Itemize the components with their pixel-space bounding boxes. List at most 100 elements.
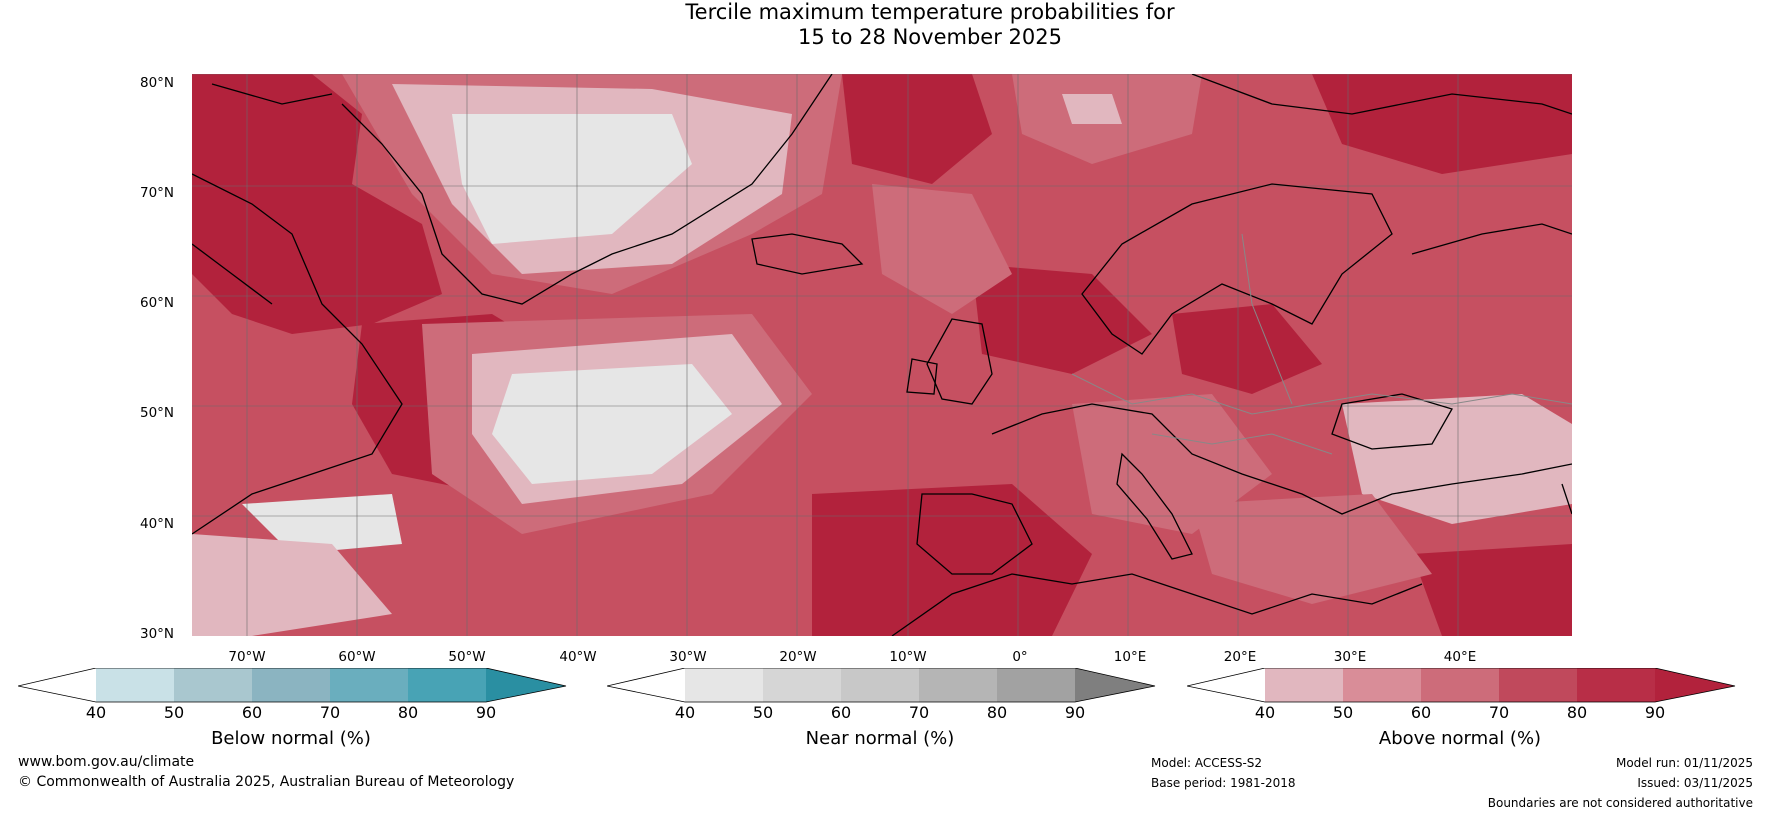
- colorbar-below-normal: [18, 668, 568, 704]
- region-above-60-70: [1072, 394, 1272, 534]
- cbar-near-tick-90: 90: [1064, 703, 1086, 722]
- region-above-60-70: [872, 184, 1012, 314]
- region-near-40-50: [492, 364, 732, 484]
- cbar-swatch: [763, 668, 841, 702]
- cbar-above-tick-50: 50: [1332, 703, 1354, 722]
- region-above-40-50: [1342, 394, 1572, 524]
- issued-text: Issued: 03/11/2025: [1637, 776, 1753, 790]
- lon-label-10w: 10°W: [889, 649, 927, 665]
- cbar-swatch: [18, 668, 96, 702]
- italy-coast: [1116, 452, 1193, 560]
- gridlines: [192, 74, 1572, 636]
- cbar-swatch: [607, 668, 685, 702]
- colorbar-near-normal: [607, 668, 1157, 704]
- cbar-swatch: [1075, 668, 1155, 702]
- cbar-below-tick-40: 40: [85, 703, 107, 722]
- probability-map: [192, 74, 1572, 636]
- lon-label-0: 0°: [1012, 649, 1028, 665]
- lon-label-30e: 30°E: [1333, 649, 1367, 665]
- kola-coast: [1411, 223, 1572, 255]
- lat-label-80n: 80°N: [140, 75, 175, 91]
- cbar-near-label: Near normal (%): [805, 728, 955, 749]
- cbar-below-tick-80: 80: [397, 703, 419, 722]
- lon-label-70w: 70°W: [228, 649, 266, 665]
- model-text: Model: ACCESS-S2: [1151, 756, 1263, 770]
- region-near-40-50: [452, 114, 692, 244]
- region-above-80-90: [812, 484, 1092, 636]
- russia-north-coast: [1191, 74, 1572, 115]
- region-above-40-50: [192, 534, 392, 636]
- lon-label-40e: 40°E: [1443, 649, 1477, 665]
- title-line-2: 15 to 28 November 2025: [798, 25, 1062, 49]
- lat-label-50n: 50°N: [140, 405, 175, 421]
- cbar-above-tick-90: 90: [1644, 703, 1666, 722]
- region-above-80-90: [1312, 74, 1572, 174]
- cbar-near-tick-80: 80: [986, 703, 1008, 722]
- cbar-swatch: [408, 668, 486, 702]
- greenland-coast: [341, 74, 833, 305]
- north-america-coast: [192, 173, 403, 535]
- cbar-near-tick-50: 50: [752, 703, 774, 722]
- model-run-text: Model run: 01/11/2025: [1615, 756, 1753, 770]
- lat-label-40n: 40°N: [140, 516, 175, 532]
- cbar-swatch: [252, 668, 330, 702]
- cbar-above-tick-70: 70: [1488, 703, 1510, 722]
- lon-label-60w: 60°W: [338, 649, 376, 665]
- region-above-80-90: [842, 74, 992, 184]
- cbar-swatch: [1343, 668, 1421, 702]
- africa-coast: [891, 573, 1423, 636]
- map-field: [192, 74, 1572, 636]
- coastlines: [192, 74, 1572, 636]
- region-above-40-50: [1062, 94, 1122, 124]
- labrador-coast: [192, 243, 273, 305]
- chart-title: Tercile maximum temperature probabilitie…: [0, 0, 1770, 50]
- disclaimer-text: Boundaries are not considered authoritat…: [1487, 796, 1753, 810]
- cbar-swatch: [96, 668, 174, 702]
- lon-label-50w: 50°W: [448, 649, 486, 665]
- cbar-below-tick-60: 60: [241, 703, 263, 722]
- cbar-below-tick-70: 70: [319, 703, 341, 722]
- region-above-60-70: [1192, 494, 1432, 604]
- cbar-swatch: [841, 668, 919, 702]
- base-period-text: Base period: 1981-2018: [1151, 776, 1296, 790]
- region-above-40-50: [242, 494, 402, 554]
- cbar-near-tick-60: 60: [830, 703, 852, 722]
- cbar-near-tick-40: 40: [674, 703, 696, 722]
- region-above-80-90: [192, 74, 442, 334]
- region-above-80-90: [972, 264, 1152, 374]
- cbar-below-tick-50: 50: [163, 703, 185, 722]
- cbar-swatch: [1577, 668, 1655, 702]
- cbar-above-tick-80: 80: [1566, 703, 1588, 722]
- cbar-swatch: [174, 668, 252, 702]
- cbar-above-tick-60: 60: [1410, 703, 1432, 722]
- colorbar-above-normal: [1187, 668, 1737, 704]
- region-above-80-90: [1172, 304, 1322, 394]
- cbar-swatch: [919, 668, 997, 702]
- cbar-above-tick-40: 40: [1254, 703, 1276, 722]
- lon-label-10e: 10°E: [1113, 649, 1147, 665]
- lon-label-40w: 40°W: [559, 649, 597, 665]
- cbar-near-tick-70: 70: [908, 703, 930, 722]
- cbar-swatch: [1187, 668, 1265, 702]
- cbar-below-label: Below normal (%): [211, 728, 371, 749]
- cbar-swatch: [1265, 668, 1343, 702]
- lat-label-30n: 30°N: [140, 626, 175, 642]
- europe-coast: [991, 403, 1572, 515]
- iceland-coast: [751, 233, 864, 275]
- cbar-swatch: [330, 668, 408, 702]
- greenland-coast: [211, 83, 333, 105]
- cbar-swatch: [1421, 668, 1499, 702]
- cbar-above-label: Above normal (%): [1378, 728, 1542, 749]
- cbar-swatch: [1655, 668, 1735, 702]
- black-sea-coast: [1331, 393, 1453, 450]
- website-text: www.bom.gov.au/climate: [18, 754, 195, 770]
- lat-label-70n: 70°N: [140, 185, 175, 201]
- country-borders: [1071, 233, 1572, 455]
- ireland-coast: [906, 358, 938, 395]
- cbar-below-tick-90: 90: [475, 703, 497, 722]
- caspian-coast: [1561, 483, 1572, 515]
- scandinavia-coast: [1081, 183, 1393, 355]
- region-above-80-90: [1412, 544, 1572, 636]
- cbar-swatch: [997, 668, 1075, 702]
- colorbar-below-normal-swatches: [18, 668, 567, 703]
